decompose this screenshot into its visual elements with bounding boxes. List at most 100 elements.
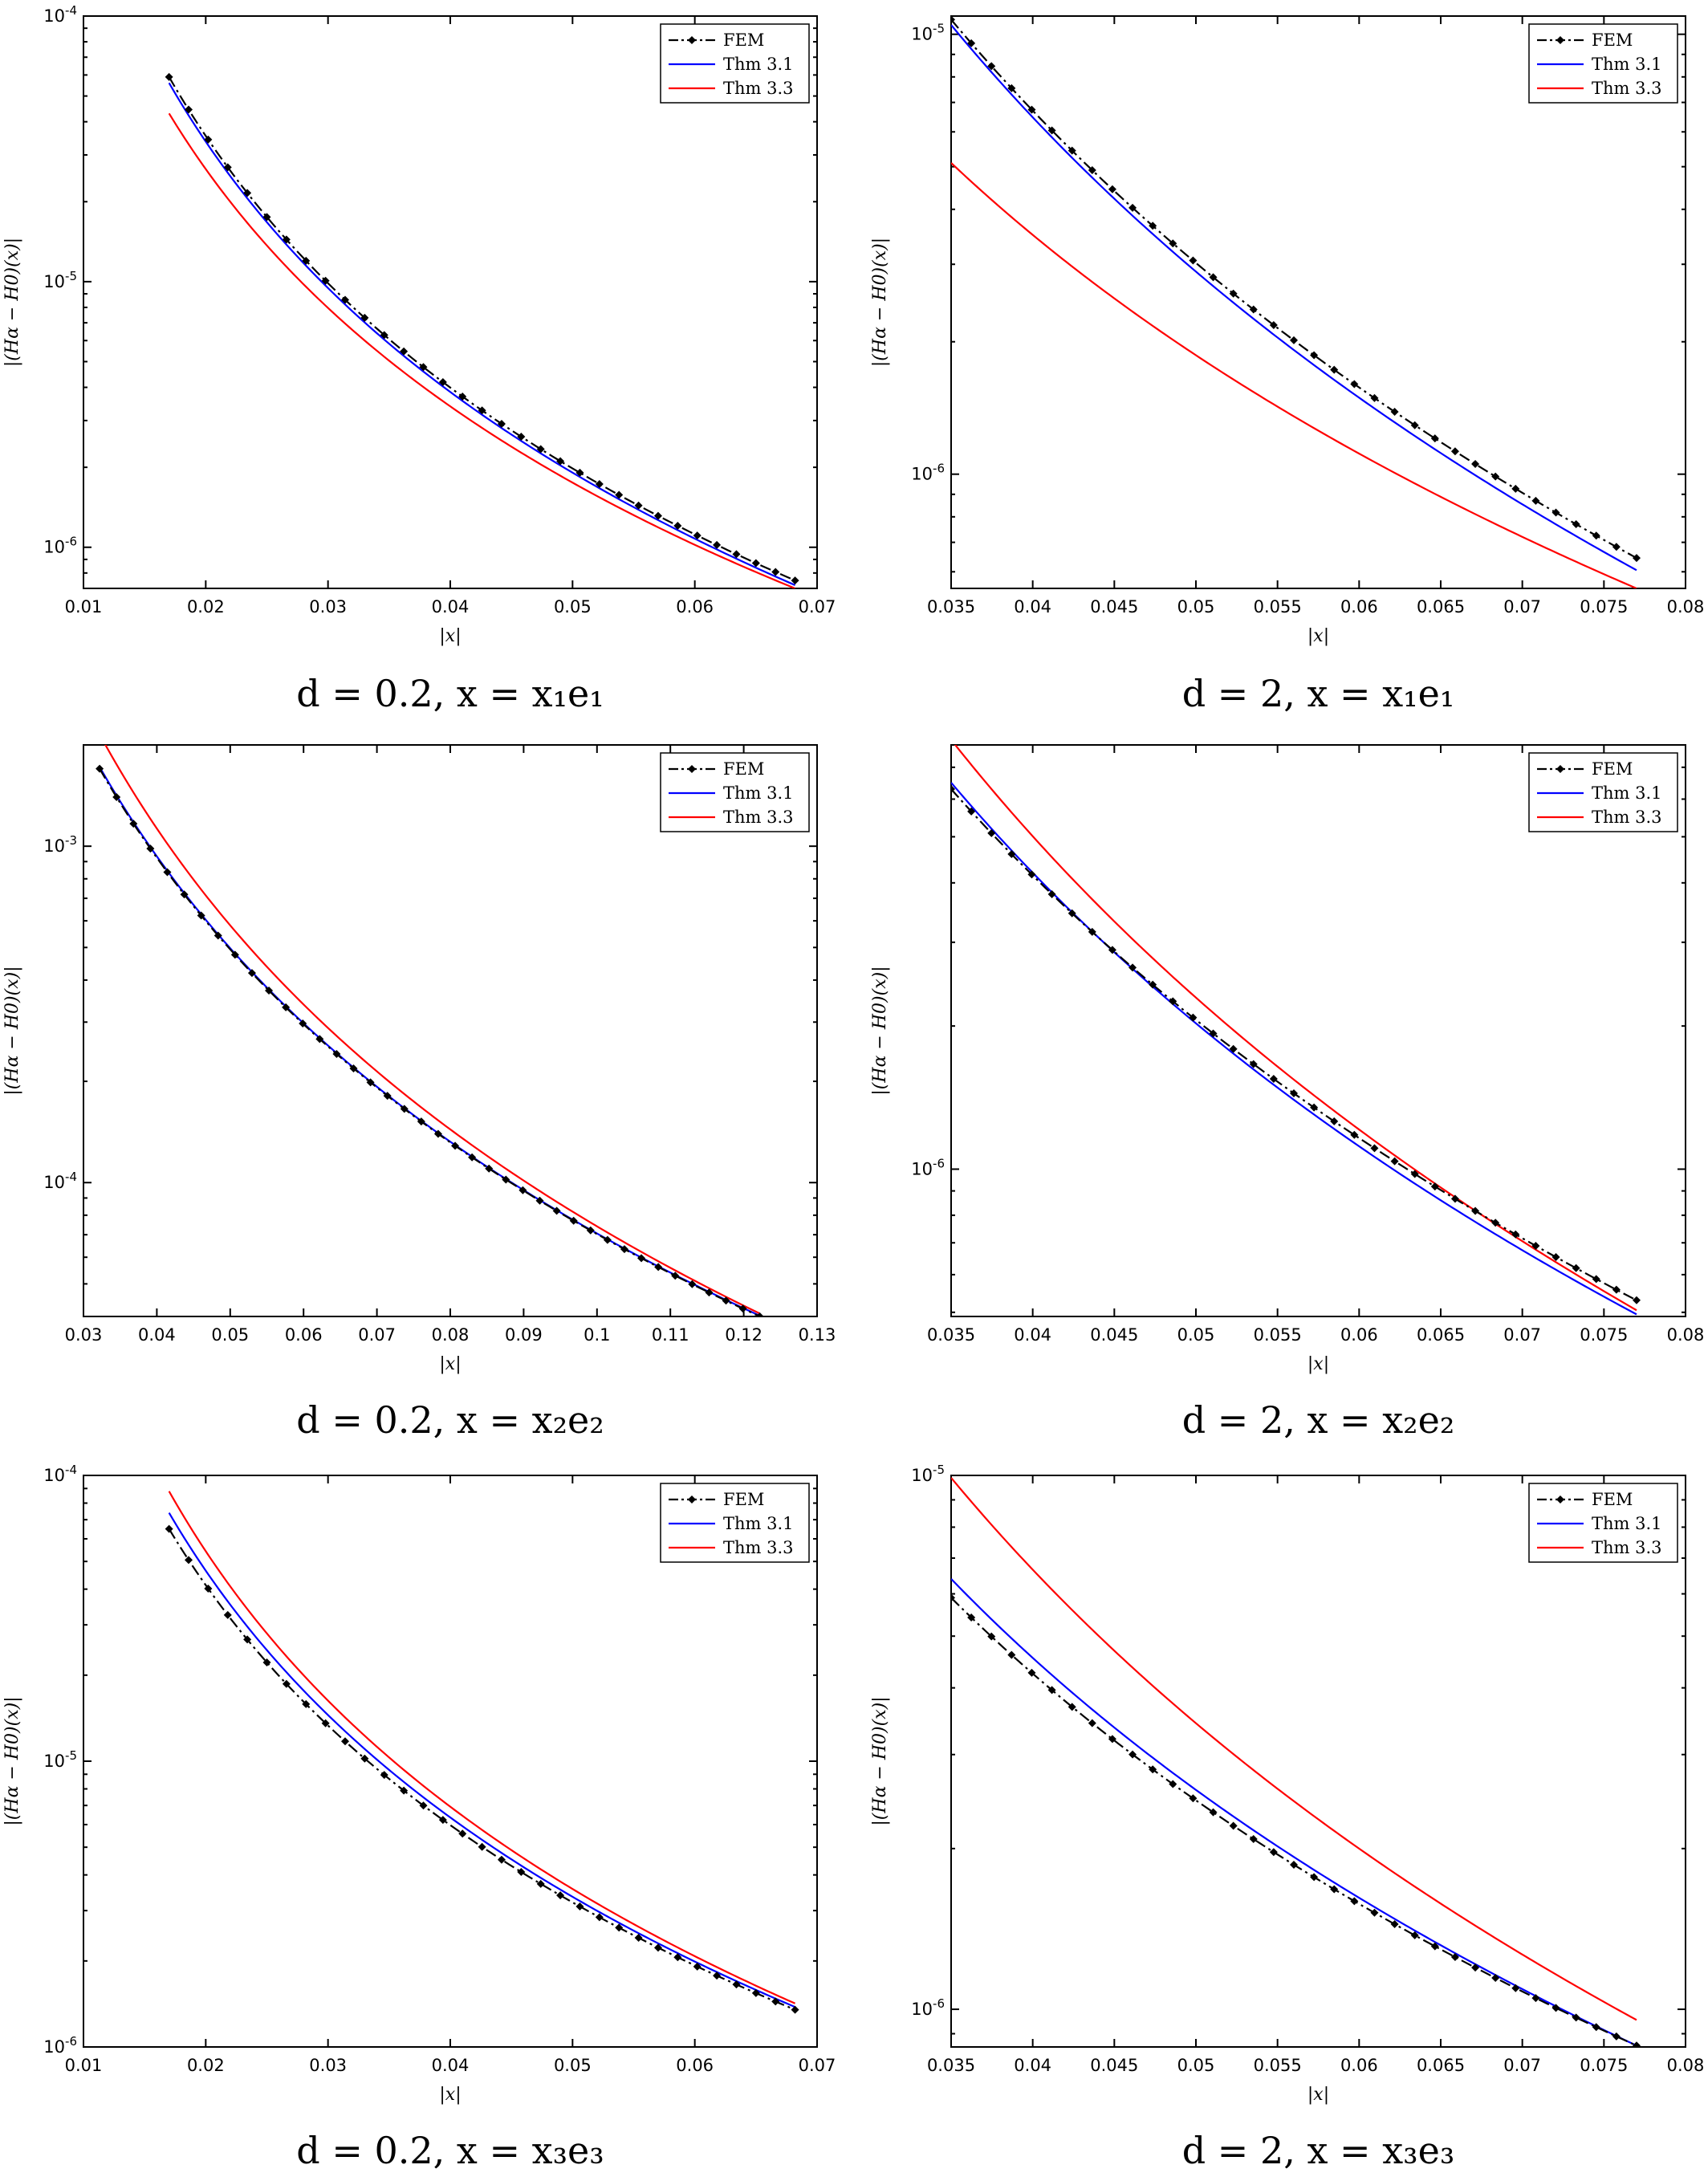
fem-marker [458,393,467,401]
plot-frame [950,1475,1686,2048]
fem-marker [751,1988,760,1997]
fem-marker [653,1943,662,1952]
series-line-fem [168,1528,796,2011]
y-tick-label: 10-5 [43,1748,77,1771]
panel-caption: d = 2, x = x₃e₃ [1182,2129,1455,2172]
x-tick-label: 0.035 [927,2056,975,2075]
fem-marker [732,550,741,559]
fem-marker [634,501,643,510]
fem-marker [637,1254,646,1263]
x-tick-label: 0.05 [1177,597,1215,616]
x-tick-label: 0.06 [285,1325,323,1345]
fem-marker [1511,1984,1520,1992]
x-tick-label: 0.055 [1254,1325,1302,1345]
fem-marker [1027,870,1036,879]
fem-marker [654,1263,663,1272]
fem-marker [1592,1275,1600,1284]
fem-marker [751,559,760,568]
series-line-fem [99,768,761,1316]
x-tick-label: 0.04 [1014,597,1051,616]
x-tick-label: 0.075 [1580,1325,1628,1345]
fem-marker [262,213,271,222]
fem-marker [129,820,138,828]
series-line-fem [951,788,1637,1301]
fem-marker [634,1934,643,1943]
y-axis-label: |(Hα − H0)(x)| [870,1696,890,1825]
legend-label: Thm 3.1 [1592,55,1662,74]
fem-marker [1189,1013,1198,1022]
x-tick-label: 0.06 [1340,1325,1378,1345]
fem-marker [536,1879,545,1888]
fem-marker [615,490,624,499]
y-tick-label: 10-6 [43,535,77,557]
fem-marker [1169,239,1177,248]
plot-area [951,16,1641,588]
fem-marker [299,1019,307,1027]
fem-marker [497,1855,506,1864]
fem-marker [478,406,486,415]
fem-marker [165,72,173,81]
fem-marker [1390,407,1399,416]
fem-marker [688,1280,697,1288]
x-tick-label: 0.08 [1667,1325,1705,1345]
fem-marker [321,276,330,285]
plot-frame [950,744,1686,1317]
y-tick-label: 10-4 [43,3,77,26]
fem-marker [185,1556,193,1565]
y-axis-label: |(Hα − H0)(x)| [870,966,890,1095]
chart-panel-5: 0.01 0.02 0.03 0.04 0.05 0.06 0.07 10-6 10-5 10-4… [2,1463,836,2172]
fem-marker [1209,273,1218,282]
fem-marker [791,2005,799,2014]
fem-marker [400,1105,409,1113]
series-line-fem [951,1597,1637,2047]
fem-marker [1149,1765,1157,1774]
legend: FEM Thm 3.1 Thm 3.3 [660,1483,810,1563]
legend-marker [688,36,696,44]
chart-panel-2: 0.035 0.04 0.045 0.05 0.055 0.06 0.065 0.07 0.07… [870,15,1704,715]
legend-label: Thm 3.3 [723,79,794,98]
x-tick-label: 0.035 [927,1325,975,1345]
fem-marker [1430,1942,1439,1951]
fem-marker [575,1902,584,1910]
fem-marker [1269,320,1278,329]
y-axis-label: |(Hα − H0)(x)| [870,238,890,367]
fem-marker [1229,1044,1238,1053]
fem-marker [1128,1750,1137,1759]
fem-marker [951,784,955,793]
fem-marker [419,363,428,372]
fem-marker [755,1312,764,1316]
fem-marker [517,1868,526,1877]
fem-marker [569,1216,578,1225]
fem-marker [1108,1735,1116,1744]
fem-marker [1491,472,1500,481]
plot-area [165,72,799,588]
fem-marker [1169,1780,1177,1788]
fem-marker [400,1786,409,1795]
plot-area [165,1491,799,2014]
series-line-thm-3-1 [951,782,1637,1316]
fem-marker [302,1699,311,1708]
fem-marker [1592,531,1600,540]
series-line-thm-3-1 [951,1578,1637,2047]
x-axis-label: |x| [1307,1354,1329,1374]
fem-marker [653,511,662,520]
fem-marker [713,540,722,549]
legend: FEM Thm 3.1 Thm 3.3 [1528,1483,1678,1563]
y-tick-label: 10-6 [43,2034,77,2057]
y-tick-label: 10-5 [911,22,945,44]
legend-label: Thm 3.1 [1592,1514,1662,1533]
fem-marker [1551,508,1560,517]
panel-caption: d = 0.2, x = x₁e₁ [296,672,604,715]
fem-marker [340,295,349,304]
fem-marker [417,1117,425,1126]
fem-marker [1007,850,1016,859]
fem-marker [1551,2004,1560,2012]
plot-area [951,745,1641,1316]
x-tick-label: 0.055 [1254,597,1302,616]
fem-marker [1047,889,1056,898]
fem-marker [705,1288,714,1297]
fem-marker [223,1610,232,1619]
fem-marker [1572,1263,1580,1272]
legend-label: Thm 3.3 [723,1538,794,1557]
fem-marker [468,1153,477,1162]
